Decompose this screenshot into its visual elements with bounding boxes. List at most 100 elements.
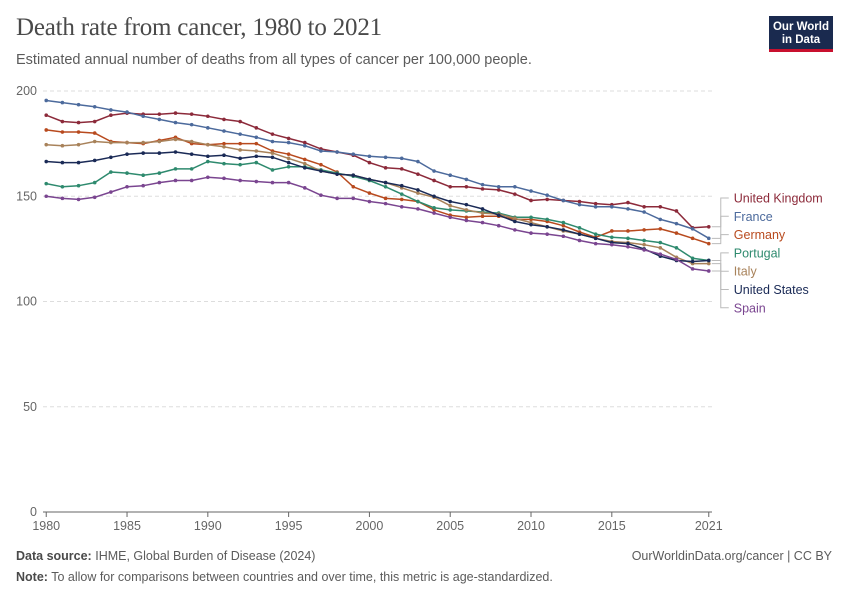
chart-title: Death rate from cancer, 1980 to 2021 xyxy=(16,14,382,41)
data-point xyxy=(125,110,129,114)
data-point xyxy=(238,141,242,146)
data-point xyxy=(286,140,291,145)
data-point xyxy=(658,246,663,250)
data-point xyxy=(157,112,162,116)
owid-logo[interactable]: Our World in Data xyxy=(769,16,833,52)
data-point xyxy=(480,214,485,219)
data-point xyxy=(157,180,162,185)
data-point xyxy=(173,178,178,183)
chart-note: Note: To allow for comparisons between c… xyxy=(16,570,553,584)
data-point xyxy=(464,177,469,182)
data-point xyxy=(125,140,129,145)
data-point xyxy=(60,184,65,189)
data-point xyxy=(238,119,242,124)
data-point xyxy=(706,224,711,229)
data-point xyxy=(416,159,420,164)
data-point xyxy=(76,102,81,107)
data-point xyxy=(399,183,404,188)
data-point xyxy=(658,252,663,256)
data-point xyxy=(302,140,307,145)
data-point xyxy=(513,228,517,232)
data-point xyxy=(593,232,598,236)
data-point xyxy=(383,196,388,201)
series-line xyxy=(45,112,709,229)
data-point xyxy=(448,208,453,212)
data-point xyxy=(642,204,646,209)
data-point xyxy=(448,184,453,189)
data-point xyxy=(189,178,194,183)
data-point xyxy=(399,156,404,161)
data-point xyxy=(238,162,242,167)
data-point xyxy=(383,166,388,170)
data-point xyxy=(642,228,646,232)
data-point xyxy=(432,169,436,173)
data-point xyxy=(92,119,97,124)
data-point xyxy=(674,221,679,226)
x-tick-label: 2000 xyxy=(356,519,384,533)
data-point xyxy=(674,246,679,250)
data-point xyxy=(254,149,259,153)
data-point xyxy=(222,144,226,149)
data-point xyxy=(189,152,194,156)
data-point xyxy=(76,120,81,125)
data-point xyxy=(529,215,533,220)
data-point xyxy=(577,232,582,236)
credit-link[interactable]: OurWorldinData.org/cancer | CC BY xyxy=(631,549,832,563)
data-point xyxy=(254,135,259,140)
data-point xyxy=(464,202,469,207)
data-point xyxy=(529,231,533,235)
data-point xyxy=(189,167,194,171)
data-point xyxy=(496,223,501,228)
data-point xyxy=(561,198,566,203)
data-point xyxy=(270,180,275,185)
data-point xyxy=(76,160,81,165)
data-point xyxy=(480,187,485,191)
data-point xyxy=(399,197,404,202)
data-point xyxy=(76,197,81,202)
data-point xyxy=(254,160,259,165)
data-point xyxy=(109,190,113,194)
source-text[interactable]: IHME, Global Burden of Disease (2024) xyxy=(95,549,316,563)
x-tick-label: 1985 xyxy=(113,519,141,533)
data-point xyxy=(513,216,517,221)
data-point xyxy=(690,227,695,231)
data-point xyxy=(92,131,97,135)
data-point xyxy=(302,143,307,148)
series-line xyxy=(46,99,710,239)
y-tick-label: 50 xyxy=(23,400,37,414)
data-point xyxy=(626,236,630,241)
source-label: Data source: xyxy=(16,549,92,563)
legend-label: Germany xyxy=(734,228,786,242)
data-point xyxy=(432,206,436,210)
data-point xyxy=(480,211,485,215)
data-point xyxy=(399,192,404,196)
data-point xyxy=(286,136,291,141)
data-point xyxy=(367,177,372,182)
data-point xyxy=(399,167,404,171)
data-point xyxy=(464,208,469,212)
data-point xyxy=(60,143,65,148)
data-point xyxy=(545,232,549,236)
data-point xyxy=(496,213,501,217)
data-point xyxy=(383,201,388,206)
data-point xyxy=(109,155,113,160)
data-point xyxy=(141,114,145,119)
data-point xyxy=(351,196,356,201)
data-point xyxy=(238,178,242,183)
data-point xyxy=(173,111,178,115)
series-line xyxy=(46,176,709,272)
data-point xyxy=(222,176,226,181)
data-point xyxy=(222,129,226,133)
note-label: Note: xyxy=(16,570,48,584)
y-tick-label: 200 xyxy=(16,84,37,98)
data-point xyxy=(513,184,517,189)
data-point xyxy=(496,188,501,192)
legend-connector xyxy=(711,234,729,245)
data-point xyxy=(270,139,275,144)
data-point xyxy=(173,137,178,142)
data-point xyxy=(383,155,388,160)
data-point xyxy=(222,141,226,146)
data-point xyxy=(157,171,162,175)
data-point xyxy=(416,207,420,211)
legend-label: Italy xyxy=(734,265,758,279)
